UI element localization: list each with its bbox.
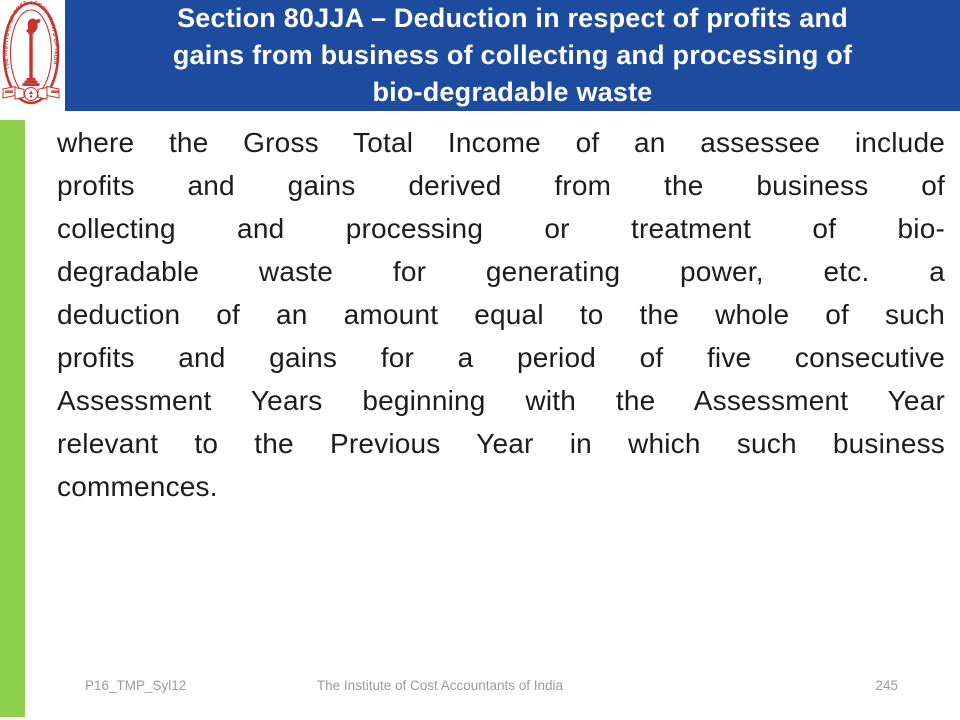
title-bar: Section 80JJA – Deduction in respect of …	[65, 0, 960, 111]
ribbon-detail	[5, 90, 59, 98]
body-text-line: degradable waste for generating power, e…	[57, 256, 945, 287]
slide-title: Section 80JJA – Deduction in respect of …	[173, 0, 852, 111]
institute-logo: THE INSTITUTE OF COST ACCOUNTANTS OF IND…	[1, 1, 63, 112]
body-text-line: deduction of an amount equal to the whol…	[57, 299, 945, 330]
footer-doc-code: P16_TMP_Syl12	[85, 678, 187, 693]
footer-page-number: 245	[875, 678, 898, 693]
body-text-line: commences.	[57, 471, 218, 502]
green-accent-stripe	[0, 120, 25, 717]
footer-institute-name: The Institute of Cost Accountants of Ind…	[316, 678, 564, 693]
body-text-line: Assessment Years beginning with the Asse…	[57, 385, 945, 416]
footer: P16_TMP_Syl12 The Institute of Cost Acco…	[0, 676, 960, 698]
body-text-line: profits and gains for a period of five c…	[57, 342, 945, 373]
institute-emblem-graphic: THE INSTITUTE OF COST ACCOUNTANTS OF IND…	[2, 1, 60, 105]
body-text-line: collecting and processing or treatment o…	[57, 213, 945, 244]
slide-title-line: bio-degradable waste	[372, 77, 653, 107]
body-text-line: relevant to the Previous Year in which s…	[57, 428, 945, 459]
slide-body-paragraph: where the Gross Total Income of an asses…	[57, 121, 945, 508]
slide-title-line: gains from business of collecting and pr…	[172, 40, 853, 70]
body-text-line: where the Gross Total Income of an asses…	[57, 127, 945, 158]
bird-on-pillar-icon	[22, 18, 41, 86]
body-text-line: profits and gains derived from the busin…	[57, 170, 945, 201]
slide-title-line: Section 80JJA – Deduction in respect of …	[177, 3, 848, 33]
